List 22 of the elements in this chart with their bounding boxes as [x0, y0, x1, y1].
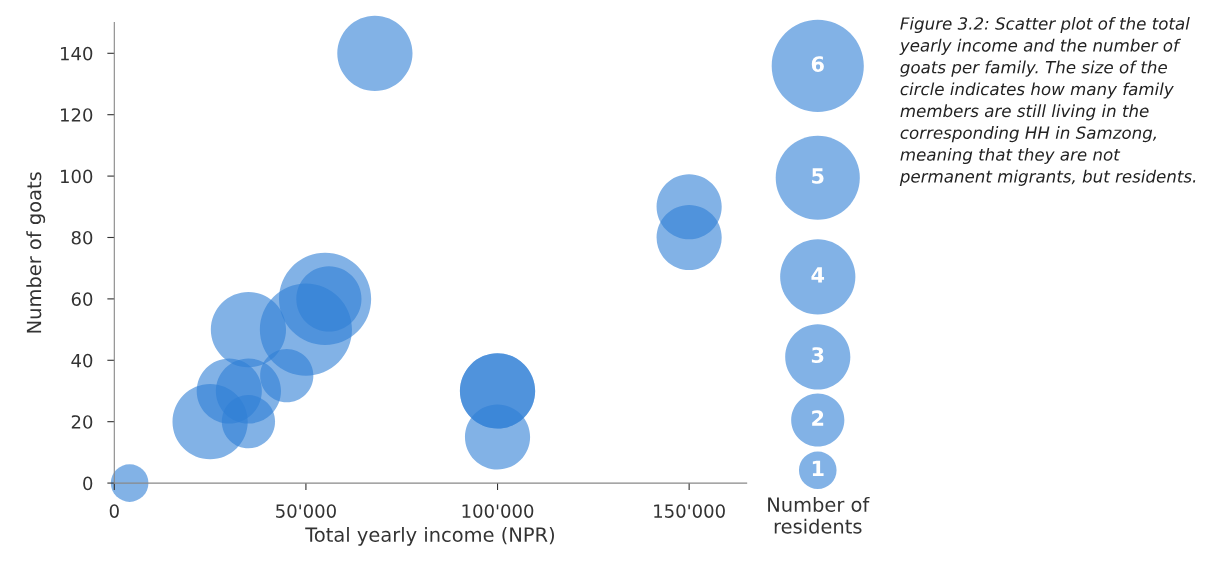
caption: Figure 3.2: Scatter plot of the total yearly income and the number of goats per family. The size of the circle indicates how many family members are still living in the corresponding HH in Samzong, meaning that they are not permanent migrants, but residents. — [899, 16, 1196, 186]
y-tick-label: 60 — [71, 292, 93, 306]
x-tick-label: 50'000 — [276, 504, 336, 518]
legend-label: 6 — [811, 56, 824, 72]
y-tick-label: 140 — [60, 46, 93, 61]
y-tick-label: 0 — [83, 476, 93, 491]
legend-label: 5 — [812, 168, 824, 184]
legend-label: 1 — [812, 460, 824, 476]
legend-label: 2 — [812, 410, 824, 426]
x-tick-label: 150'000 — [654, 504, 725, 518]
y-tick-label: 40 — [71, 353, 93, 368]
y-tick-label: 20 — [71, 415, 93, 429]
legend-label: 3 — [811, 347, 824, 363]
x-tick-label: 100'000 — [462, 504, 534, 518]
legend-title: Number of residents — [768, 496, 870, 534]
y-tick-label: 80 — [71, 230, 93, 245]
y-tick-label: 120 — [60, 108, 93, 122]
x-axis-title: Total yearly income (NPR) — [305, 526, 554, 546]
y-tick-label: 100 — [60, 169, 93, 184]
x-tick-label: 0 — [109, 504, 119, 518]
legend-label: 4 — [811, 267, 825, 283]
y-axis-title: Number of goats — [26, 172, 46, 333]
